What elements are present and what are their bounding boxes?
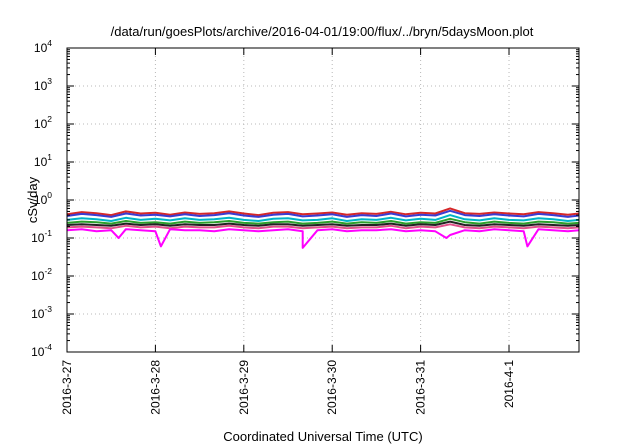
x-tick-label: 2016-4-1 — [502, 360, 516, 408]
y-tick-label: 10-3 — [31, 304, 52, 321]
x-tick-label: 2016-3-31 — [414, 360, 428, 415]
series-line-6 — [66, 223, 580, 230]
grid — [66, 48, 579, 352]
y-tick-label: 101 — [34, 152, 52, 169]
y-tick-exponent: -2 — [44, 266, 52, 276]
x-tick-label: 2016-3-30 — [325, 360, 339, 415]
y-tick-exponent: 2 — [47, 114, 52, 124]
x-axis: 2016-3-27 2016-3-28 2016-3-29 2016-3-30 2016… — [60, 48, 516, 415]
series-line-1 — [66, 207, 580, 217]
series-line-7 — [66, 228, 580, 249]
y-axis-label: cSv/day — [25, 176, 40, 223]
y-tick-label: 102 — [34, 114, 52, 131]
y-tick-exponent: -4 — [44, 342, 52, 352]
series-line-2 — [66, 209, 580, 218]
chart-title: /data/run/goesPlots/archive/2016-04-01/1… — [111, 24, 534, 39]
series-group — [66, 207, 580, 249]
x-tick-label: 2016-3-29 — [237, 360, 251, 415]
x-tick-label: 2016-3-28 — [148, 360, 162, 415]
y-tick-exponent: -3 — [44, 304, 52, 314]
y-tick-label: 104 — [34, 38, 52, 55]
x-tick-label: 2016-3-27 — [60, 360, 74, 415]
y-tick-label: 103 — [34, 76, 52, 93]
y-tick-label: 10-4 — [31, 342, 52, 359]
y-tick-exponent: 4 — [47, 38, 52, 48]
y-tick-exponent: 1 — [47, 152, 52, 162]
y-tick-exponent: 3 — [47, 76, 52, 86]
series-line-3 — [66, 214, 580, 222]
y-tick-exponent: -1 — [44, 228, 52, 238]
y-tick-label: 10-1 — [31, 228, 52, 245]
series-line-5 — [66, 220, 580, 227]
series-line-4 — [66, 217, 580, 225]
y-tick-label: 10-2 — [31, 266, 52, 283]
y-tick-exponent: 0 — [47, 190, 52, 200]
x-axis-label: Coordinated Universal Time (UTC) — [223, 429, 422, 444]
